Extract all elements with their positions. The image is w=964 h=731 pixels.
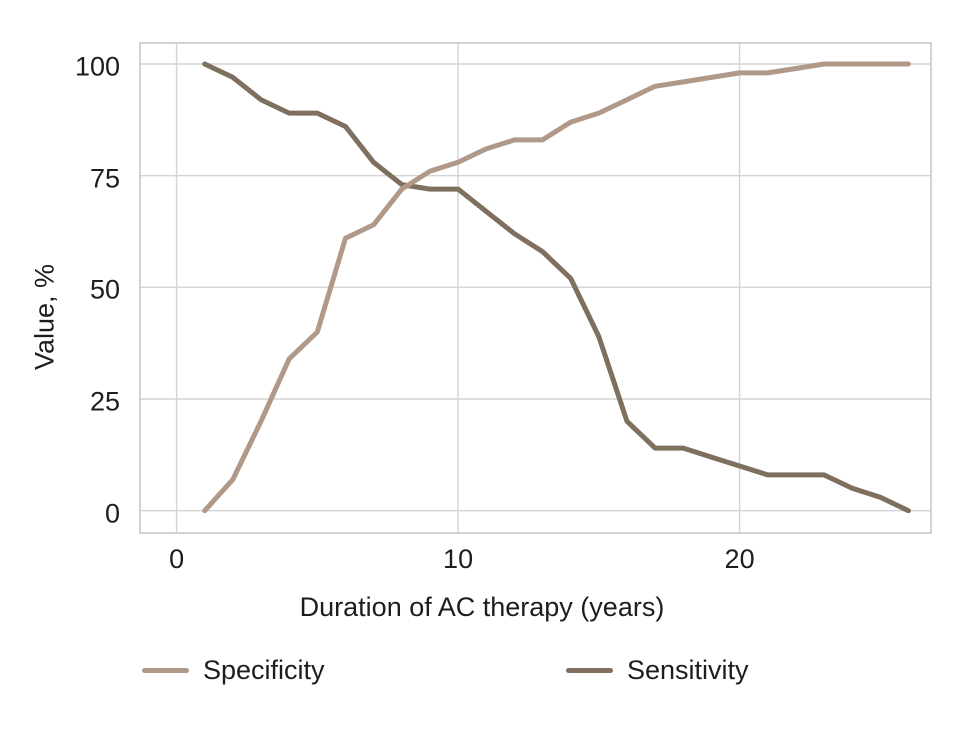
y-axis-label: Value, % [29,263,60,371]
x-tick-label: 0 [169,544,185,574]
y-tick-label: 0 [104,498,120,529]
y-tick-label: 100 [74,51,120,82]
x-axis-label: Duration of AC therapy (years) [299,592,665,622]
legend-label-sensitivity: Sensitivity [627,654,749,685]
specificity-line [202,61,911,514]
specificity-line-swatch [142,667,189,673]
legend-item-sensitivity: Sensitivity [566,651,749,689]
sensitivity-line-swatch [566,667,613,673]
gridlines [140,43,931,533]
y-tick-label: 50 [89,274,120,305]
x-tick-label: 10 [443,544,474,574]
plot-panel-border [139,42,932,534]
sensitivity-line [202,61,911,514]
y-tick-label: 75 [89,163,120,194]
legend-label-specificity: Specificity [203,654,325,685]
legend-item-specificity: Specificity [142,651,325,689]
y-tick-label: 25 [89,386,120,417]
x-tick-label: 20 [724,544,755,574]
